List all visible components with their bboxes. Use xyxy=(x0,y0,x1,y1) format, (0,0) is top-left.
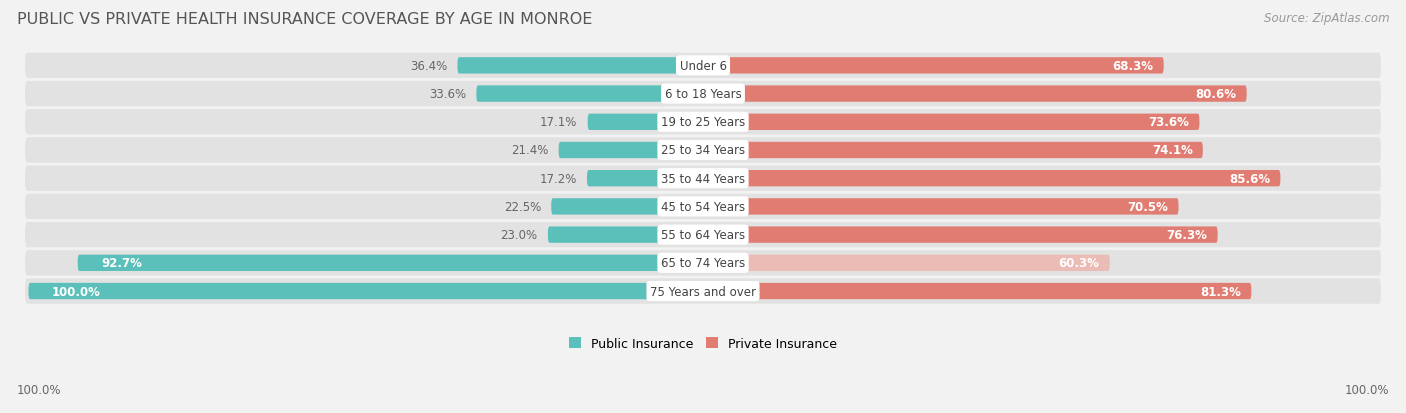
Text: 22.5%: 22.5% xyxy=(503,200,541,214)
FancyBboxPatch shape xyxy=(25,166,1381,192)
Text: Source: ZipAtlas.com: Source: ZipAtlas.com xyxy=(1264,12,1389,25)
FancyBboxPatch shape xyxy=(548,227,703,243)
FancyBboxPatch shape xyxy=(703,142,1202,159)
Text: 100.0%: 100.0% xyxy=(1344,384,1389,396)
Text: 45 to 54 Years: 45 to 54 Years xyxy=(661,200,745,214)
FancyBboxPatch shape xyxy=(703,114,1199,131)
FancyBboxPatch shape xyxy=(703,199,1178,215)
FancyBboxPatch shape xyxy=(25,194,1381,220)
FancyBboxPatch shape xyxy=(25,110,1381,135)
Text: 17.2%: 17.2% xyxy=(540,172,576,185)
Text: 74.1%: 74.1% xyxy=(1152,144,1192,157)
Text: 36.4%: 36.4% xyxy=(411,60,447,73)
Text: 65 to 74 Years: 65 to 74 Years xyxy=(661,257,745,270)
FancyBboxPatch shape xyxy=(586,171,703,187)
Text: 100.0%: 100.0% xyxy=(52,285,101,298)
FancyBboxPatch shape xyxy=(25,82,1381,107)
FancyBboxPatch shape xyxy=(477,86,703,102)
Text: 85.6%: 85.6% xyxy=(1229,172,1270,185)
FancyBboxPatch shape xyxy=(703,58,1164,74)
Text: 81.3%: 81.3% xyxy=(1201,285,1241,298)
Text: 6 to 18 Years: 6 to 18 Years xyxy=(665,88,741,101)
FancyBboxPatch shape xyxy=(703,171,1281,187)
Text: 80.6%: 80.6% xyxy=(1195,88,1236,101)
FancyBboxPatch shape xyxy=(558,142,703,159)
Legend: Public Insurance, Private Insurance: Public Insurance, Private Insurance xyxy=(564,332,842,355)
Text: 75 Years and over: 75 Years and over xyxy=(650,285,756,298)
Text: 23.0%: 23.0% xyxy=(501,228,537,242)
FancyBboxPatch shape xyxy=(703,283,1251,299)
FancyBboxPatch shape xyxy=(457,58,703,74)
Text: 92.7%: 92.7% xyxy=(101,257,142,270)
FancyBboxPatch shape xyxy=(25,251,1381,276)
Text: 35 to 44 Years: 35 to 44 Years xyxy=(661,172,745,185)
FancyBboxPatch shape xyxy=(25,279,1381,304)
FancyBboxPatch shape xyxy=(77,255,703,271)
Text: 19 to 25 Years: 19 to 25 Years xyxy=(661,116,745,129)
Text: 17.1%: 17.1% xyxy=(540,116,578,129)
FancyBboxPatch shape xyxy=(703,227,1218,243)
FancyBboxPatch shape xyxy=(25,222,1381,248)
Text: 70.5%: 70.5% xyxy=(1128,200,1168,214)
Text: 33.6%: 33.6% xyxy=(429,88,467,101)
FancyBboxPatch shape xyxy=(588,114,703,131)
FancyBboxPatch shape xyxy=(551,199,703,215)
FancyBboxPatch shape xyxy=(25,54,1381,79)
FancyBboxPatch shape xyxy=(25,138,1381,163)
Text: 73.6%: 73.6% xyxy=(1149,116,1189,129)
Text: Under 6: Under 6 xyxy=(679,60,727,73)
Text: 100.0%: 100.0% xyxy=(17,384,62,396)
Text: 55 to 64 Years: 55 to 64 Years xyxy=(661,228,745,242)
FancyBboxPatch shape xyxy=(28,283,703,299)
FancyBboxPatch shape xyxy=(703,86,1247,102)
Text: 76.3%: 76.3% xyxy=(1167,228,1208,242)
Text: 21.4%: 21.4% xyxy=(512,144,548,157)
Text: PUBLIC VS PRIVATE HEALTH INSURANCE COVERAGE BY AGE IN MONROE: PUBLIC VS PRIVATE HEALTH INSURANCE COVER… xyxy=(17,12,592,27)
Text: 68.3%: 68.3% xyxy=(1112,60,1153,73)
Text: 25 to 34 Years: 25 to 34 Years xyxy=(661,144,745,157)
FancyBboxPatch shape xyxy=(703,255,1109,271)
Text: 60.3%: 60.3% xyxy=(1059,257,1099,270)
